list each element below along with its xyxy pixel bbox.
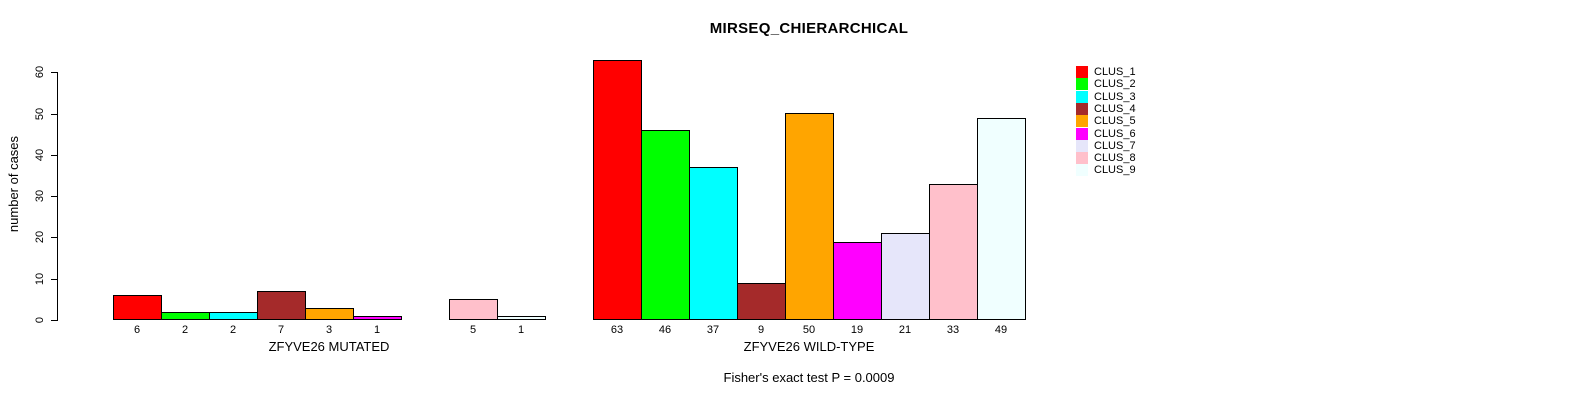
legend-label-CLUS_2: CLUS_2 [1094,78,1136,91]
legend-label-CLUS_3: CLUS_3 [1094,90,1136,103]
bar-CLUS_3-mutated [209,312,258,320]
y-tick-label-30: 30 [34,189,46,203]
legend-item-CLUS_8: CLUS_8 [1076,152,1196,165]
legend-swatch-CLUS_1 [1076,66,1088,78]
legend-item-CLUS_4: CLUS_4 [1076,102,1196,115]
bar-value-label-CLUS_4-mutated: 7 [277,324,285,336]
bar-value-label-CLUS_6-mutated: 1 [373,324,381,336]
bar-CLUS_5-wildtype [785,113,834,320]
bar-value-label-CLUS_3-mutated: 2 [229,324,237,336]
legend-label-CLUS_4: CLUS_4 [1094,102,1136,115]
legend-label-CLUS_8: CLUS_8 [1094,152,1136,165]
bar-value-label-CLUS_8-wildtype: 33 [946,324,960,336]
bar-value-label-CLUS_6-wildtype: 19 [850,324,864,336]
bar-CLUS_6-wildtype [833,242,882,320]
legend-swatch-CLUS_7 [1076,139,1088,152]
bar-CLUS_9-wildtype [977,118,1026,320]
y-axis-line [57,72,58,321]
bar-value-label-CLUS_9-mutated: 1 [517,324,525,336]
bar-CLUS_1-wildtype [593,60,642,320]
legend-swatch-CLUS_5 [1076,115,1088,128]
legend-label-CLUS_6: CLUS_6 [1094,127,1136,140]
legend-label-CLUS_9: CLUS_9 [1094,164,1136,177]
bar-CLUS_9-mutated [497,316,546,320]
legend-swatch-CLUS_8 [1076,152,1088,165]
legend-swatch-CLUS_6 [1076,127,1088,140]
y-tick-mark-40 [51,155,57,156]
y-tick-label-50: 50 [34,107,46,121]
chart-title: MIRSEQ_CHIERARCHICAL [709,20,909,37]
legend-swatch-CLUS_9 [1076,164,1088,177]
legend-item-CLUS_6: CLUS_6 [1076,127,1196,140]
y-tick-mark-20 [51,237,57,238]
bar-value-label-CLUS_1-mutated: 6 [133,324,141,336]
y-tick-mark-0 [51,320,57,321]
legend-item-CLUS_3: CLUS_3 [1076,90,1196,103]
bar-value-label-CLUS_3-wildtype: 37 [706,324,720,336]
bar-CLUS_7-wildtype [881,233,930,320]
bar-CLUS_8-wildtype [929,184,978,320]
legend-item-CLUS_7: CLUS_7 [1076,139,1196,152]
bar-value-label-CLUS_2-mutated: 2 [181,324,189,336]
legend-item-CLUS_5: CLUS_5 [1076,115,1196,128]
y-tick-label-0: 0 [34,316,46,324]
legend-label-CLUS_5: CLUS_5 [1094,115,1136,128]
bar-CLUS_3-wildtype [689,167,738,320]
bar-CLUS_5-mutated [305,308,354,320]
annotation-fisher-test: Fisher's exact test P = 0.0009 [723,370,895,385]
bar-CLUS_8-mutated [449,299,498,320]
y-tick-label-40: 40 [34,148,46,162]
legend-swatch-CLUS_3 [1076,90,1088,103]
y-tick-mark-30 [51,196,57,197]
y-tick-label-20: 20 [34,230,46,244]
legend: CLUS_1 CLUS_2 CLUS_3 CLUS_4 CLUS_5 CLUS_6 CLUS… [1076,66,1196,186]
bar-value-label-CLUS_8-mutated: 5 [469,324,477,336]
y-axis-label: number of cases [6,135,21,233]
y-tick-mark-50 [51,114,57,115]
bar-value-label-CLUS_7-wildtype: 21 [898,324,912,336]
legend-item-CLUS_9: CLUS_9 [1076,164,1196,177]
legend-label-CLUS_1: CLUS_1 [1094,66,1136,78]
legend-swatch-CLUS_2 [1076,78,1088,91]
bar-value-label-CLUS_9-wildtype: 49 [994,324,1008,336]
bar-CLUS_2-wildtype [641,130,690,320]
x-axis-label-wildtype: ZFYVE26 WILD-TYPE [743,339,875,354]
bar-value-label-CLUS_4-wildtype: 9 [757,324,765,336]
bar-CLUS_4-mutated [257,291,306,320]
bar-value-label-CLUS_1-wildtype: 63 [610,324,624,336]
legend-item-CLUS_2: CLUS_2 [1076,78,1196,91]
y-tick-mark-10 [51,279,57,280]
legend-label-CLUS_7: CLUS_7 [1094,139,1136,152]
bar-CLUS_1-mutated [113,295,162,320]
y-tick-label-60: 60 [34,65,46,79]
y-tick-label-10: 10 [34,272,46,286]
legend-item-CLUS_1: CLUS_1 [1076,66,1196,78]
bar-CLUS_4-wildtype [737,283,786,320]
bar-CLUS_2-mutated [161,312,210,320]
legend-swatch-CLUS_4 [1076,102,1088,115]
bar-value-label-CLUS_5-wildtype: 50 [802,324,816,336]
y-tick-mark-60 [51,72,57,73]
bar-value-label-CLUS_2-wildtype: 46 [658,324,672,336]
x-axis-label-mutated: ZFYVE26 MUTATED [268,339,390,354]
bar-value-label-CLUS_5-mutated: 3 [325,324,333,336]
bar-CLUS_6-mutated [353,316,402,320]
